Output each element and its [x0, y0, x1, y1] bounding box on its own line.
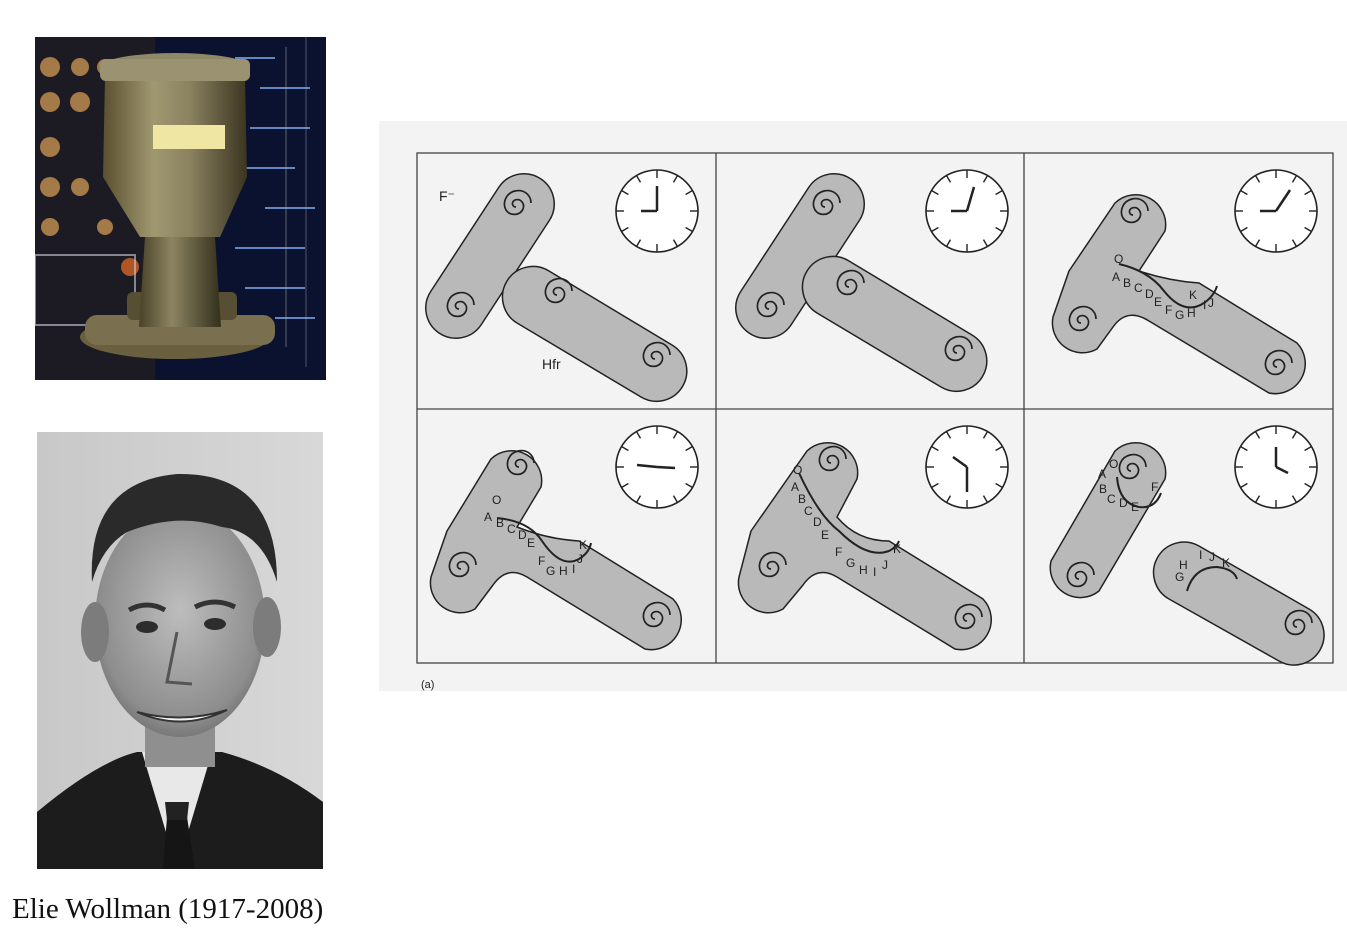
svg-text:F: F	[835, 545, 842, 559]
svg-text:G: G	[1175, 570, 1184, 584]
svg-text:I: I	[1199, 548, 1202, 562]
blender-photo	[35, 37, 326, 380]
sparkle-lights	[225, 37, 315, 367]
svg-text:O: O	[492, 493, 501, 507]
svg-text:D: D	[1119, 496, 1128, 510]
f-minus-label: F⁻	[439, 188, 455, 204]
svg-text:C: C	[1134, 281, 1143, 295]
clock-icon	[615, 169, 699, 253]
remaining-dna	[1186, 565, 1238, 592]
svg-text:H: H	[1187, 306, 1196, 320]
svg-text:A: A	[1098, 467, 1106, 481]
svg-text:A: A	[1112, 270, 1120, 284]
dna-strand	[496, 517, 592, 563]
svg-text:K: K	[579, 538, 587, 552]
f-minus-cell	[735, 173, 865, 339]
svg-text:E: E	[1131, 500, 1139, 514]
svg-text:O: O	[1109, 457, 1118, 471]
svg-text:G: G	[846, 556, 855, 570]
clock-icon	[1234, 425, 1318, 509]
svg-text:B: B	[496, 516, 504, 530]
mating-pair	[1051, 194, 1306, 395]
svg-text:I: I	[873, 565, 876, 579]
portrait-photo	[37, 432, 323, 869]
dna-strand	[1118, 263, 1218, 309]
hfr-label: Hfr	[542, 356, 561, 372]
svg-text:G: G	[1175, 308, 1184, 322]
svg-text:B: B	[798, 492, 806, 506]
svg-text:G: G	[546, 564, 555, 578]
svg-text:I: I	[1203, 298, 1206, 312]
svg-text:D: D	[1145, 287, 1154, 301]
f-minus-cell	[1049, 442, 1167, 599]
svg-text:F: F	[1165, 303, 1172, 317]
svg-text:K: K	[893, 542, 901, 556]
svg-text:H: H	[559, 564, 568, 578]
svg-text:A: A	[791, 480, 799, 494]
svg-text:J: J	[577, 552, 583, 566]
svg-text:H: H	[1179, 558, 1188, 572]
svg-text:B: B	[1099, 482, 1107, 496]
panel-2	[735, 169, 1009, 392]
svg-text:C: C	[804, 504, 813, 518]
transferred-dna	[1116, 476, 1162, 509]
clock-icon	[925, 425, 1009, 509]
svg-text:K: K	[1189, 288, 1197, 302]
clock-icon	[1234, 169, 1318, 253]
mating-pair	[429, 450, 682, 651]
svg-text:F: F	[538, 554, 545, 568]
svg-text:B: B	[1123, 276, 1131, 290]
f-minus-cell	[425, 173, 555, 339]
svg-text:O: O	[793, 463, 802, 477]
svg-text:J: J	[882, 558, 888, 572]
portrait-caption: Elie Wollman (1917-2008)	[12, 893, 324, 925]
clock-icon	[925, 169, 1009, 253]
svg-text:I: I	[572, 562, 575, 576]
clock-icon	[615, 425, 699, 509]
svg-text:E: E	[527, 536, 535, 550]
dna-strand	[798, 472, 900, 554]
panel-1: F⁻ Hfr	[425, 169, 699, 402]
svg-text:D: D	[518, 528, 527, 542]
svg-text:H: H	[859, 563, 868, 577]
diagram-grid	[416, 152, 1334, 664]
panel-tag: (a)	[421, 679, 434, 691]
svg-text:C: C	[507, 522, 516, 536]
svg-text:J: J	[1209, 550, 1215, 564]
svg-text:K: K	[1222, 556, 1230, 570]
hfr-cell	[1152, 541, 1325, 666]
hfr-cell	[801, 255, 988, 392]
mating-pair	[737, 442, 992, 651]
gene-letters: O	[1114, 252, 1123, 266]
svg-text:C: C	[1107, 492, 1116, 506]
svg-text:E: E	[821, 528, 829, 542]
svg-text:E: E	[1154, 295, 1162, 309]
svg-text:A: A	[484, 510, 492, 524]
svg-text:J: J	[1208, 296, 1214, 310]
svg-text:D: D	[813, 515, 822, 529]
svg-text:F: F	[1151, 480, 1158, 494]
